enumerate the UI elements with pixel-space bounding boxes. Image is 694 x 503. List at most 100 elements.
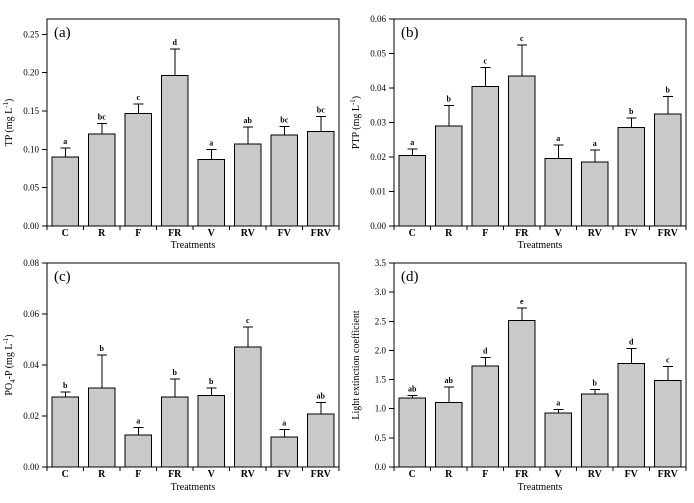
sig-letter: ab	[317, 392, 326, 401]
y-axis-title: TP (mg L-1)	[2, 99, 15, 147]
panel-label: (d)	[401, 269, 419, 285]
x-axis-title: Treatments	[171, 240, 216, 251]
y-axis-title: Light extinction coefficient	[351, 310, 362, 419]
y-axis: 0.00 0.01 0.02 0.03 0.04 0.05 0.06	[370, 14, 394, 231]
bar	[471, 365, 499, 468]
bar	[581, 161, 609, 227]
sig-letter: d	[483, 346, 488, 355]
bar	[234, 346, 262, 468]
y-tick-label: 0.10	[23, 144, 39, 154]
y-axis: 0.00 0.05 0.10 0.15 0.20 0.25	[23, 29, 47, 231]
bar	[270, 134, 298, 227]
panel-label: (a)	[54, 25, 71, 41]
y-axis-title: PO4-P (mg L-1)	[2, 334, 17, 395]
sig-letter: b	[173, 368, 178, 377]
x-axis-title: Treatments	[518, 240, 563, 251]
sig-letter: b	[593, 378, 598, 387]
panel-a-chart: 0.00 0.05 0.10 0.15 0.20 0.25 a Cbc Rc Fd FR a Vab RV…	[2, 18, 340, 251]
bar	[51, 396, 79, 468]
bar	[161, 75, 189, 227]
bar	[124, 434, 152, 468]
category-label: RV	[241, 228, 256, 239]
sig-letter: d	[629, 338, 634, 347]
bar	[197, 158, 225, 227]
sig-letter: a	[556, 134, 560, 143]
x-axis	[393, 226, 687, 230]
bar	[654, 380, 682, 468]
bars-group: ab Cab Rd Fe FR a Vb RV d FV c FRV	[398, 297, 682, 480]
category-label: V	[555, 469, 563, 480]
panel-label: (c)	[54, 269, 71, 285]
category-label: C	[409, 469, 416, 480]
y-tick-label: 1.5	[375, 375, 387, 385]
category-label: F	[135, 228, 141, 239]
x-axis-title: Treatments	[518, 482, 563, 493]
y-tick-label: 0.05	[23, 183, 39, 193]
sig-letter: ab	[408, 384, 417, 393]
bar	[161, 396, 189, 468]
bars-group: b Cb Ra Fb FR b Vc RV a FV ab FRV	[51, 316, 335, 480]
category-label: R	[98, 228, 106, 239]
category-label: F	[482, 228, 488, 239]
y-tick-label: 0.04	[23, 360, 39, 370]
bar	[617, 127, 645, 227]
category-label: V	[555, 228, 563, 239]
category-label: FV	[278, 469, 292, 480]
sig-letter: b	[100, 344, 105, 353]
category-label: C	[409, 228, 416, 239]
category-label: FV	[625, 228, 639, 239]
y-tick-label: 0.00	[23, 462, 39, 472]
panel-b-chart: 0.00 0.01 0.02 0.03 0.04 0.05 0.06 a Cb Rc Fc FR a Va…	[349, 14, 687, 251]
sig-letter: b	[666, 86, 671, 95]
sig-letter: bc	[280, 115, 288, 124]
y-tick-label: 0.05	[370, 49, 386, 59]
y-tick-label: 0.03	[370, 118, 386, 128]
y-tick-label: 0.02	[370, 152, 386, 162]
sig-letter: ab	[445, 376, 454, 385]
panel-c-chart: 0.00 0.02 0.04 0.06 0.08 b Cb Ra Fb FR b Vc RV a FV ab F…	[2, 258, 340, 493]
bar	[654, 113, 682, 227]
sig-letter: a	[410, 138, 414, 147]
sig-letter: ab	[244, 116, 253, 125]
category-label: C	[62, 469, 69, 480]
y-tick-label: 0.08	[23, 258, 39, 268]
sig-letter: a	[593, 139, 597, 148]
y-tick-label: 0.06	[23, 309, 39, 319]
sig-letter: c	[666, 356, 670, 365]
bar	[617, 362, 645, 468]
category-label: RV	[241, 469, 256, 480]
bar	[234, 143, 262, 227]
category-label: FR	[168, 228, 182, 239]
sig-letter: bc	[98, 112, 106, 121]
sig-letter: c	[520, 34, 524, 43]
category-label: FRV	[658, 228, 679, 239]
sig-letter: c	[483, 56, 487, 65]
bar	[307, 131, 335, 227]
y-tick-label: 0.00	[23, 221, 39, 231]
bar	[270, 436, 298, 468]
sig-letter: b	[209, 377, 214, 386]
bar	[398, 397, 426, 468]
category-label: RV	[588, 469, 603, 480]
y-axis: 0.0 0.5 1.0 1.5 2.0 2.5 3.0 3.5	[375, 258, 394, 472]
category-label: R	[445, 469, 453, 480]
sig-letter: a	[63, 137, 67, 146]
sig-letter: bc	[317, 105, 325, 114]
y-tick-label: 0.01	[370, 187, 386, 197]
x-axis-title: Treatments	[171, 482, 216, 493]
bar	[544, 158, 572, 227]
sig-letter: b	[63, 381, 68, 390]
y-tick-label: 0.00	[370, 221, 386, 231]
category-label: FR	[168, 469, 182, 480]
category-label: FV	[625, 469, 639, 480]
category-label: FR	[515, 228, 529, 239]
y-tick-label: 0.5	[375, 433, 387, 443]
bar	[88, 133, 116, 227]
sig-letter: b	[629, 107, 634, 116]
category-label: R	[445, 228, 453, 239]
sig-letter: a	[209, 138, 213, 147]
